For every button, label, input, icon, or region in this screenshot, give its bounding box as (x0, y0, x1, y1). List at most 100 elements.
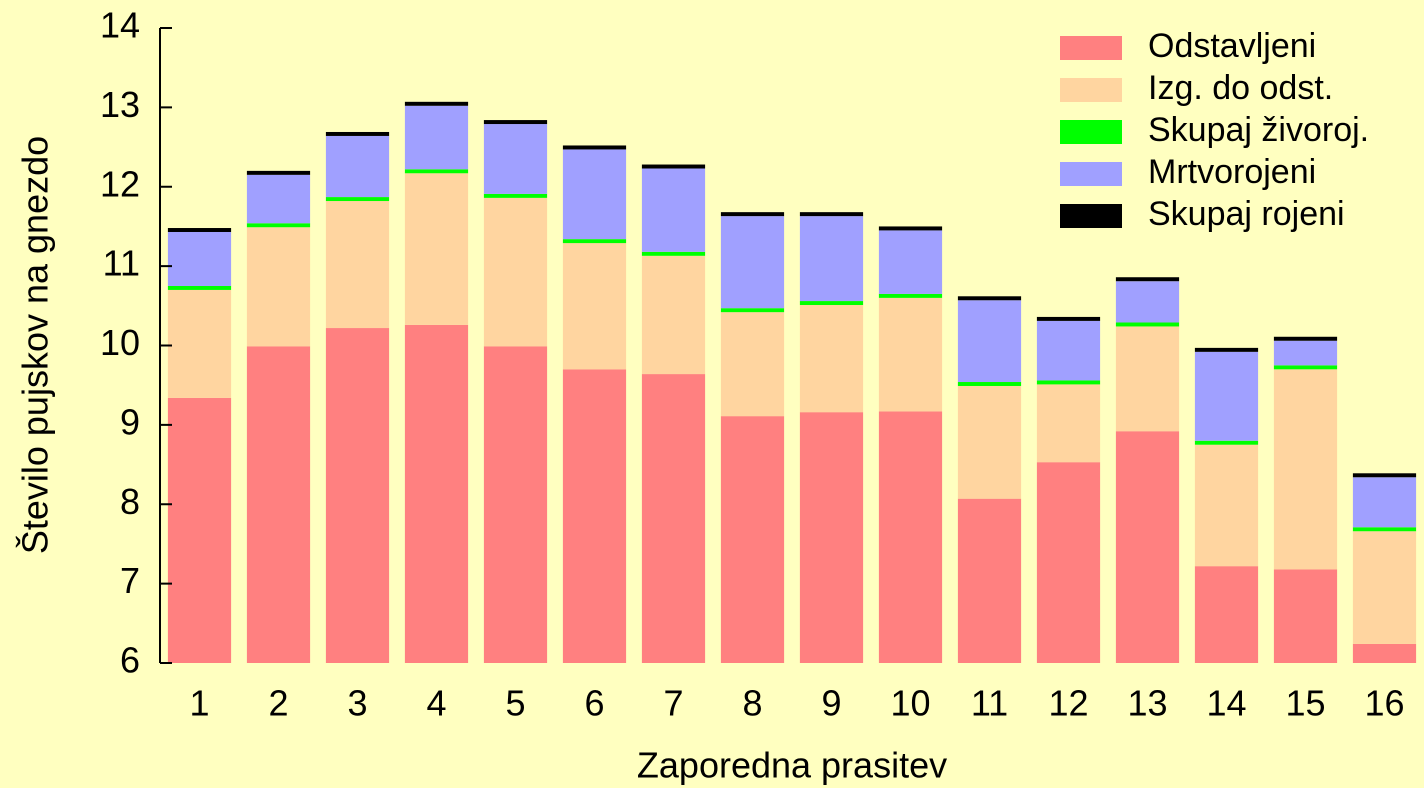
bar-segment (957, 296, 1022, 301)
y-tick-label: 6 (120, 640, 140, 681)
bar-segment (799, 301, 864, 306)
bar-segment (720, 308, 785, 313)
bar-segment (1115, 431, 1180, 663)
bar-segment (562, 145, 627, 150)
legend-label: Skupaj rojeni (1148, 195, 1345, 233)
bar-segment (1194, 566, 1259, 663)
legend-swatch (1060, 78, 1122, 102)
bar-segment (562, 243, 627, 370)
y-tick-label: 14 (100, 5, 140, 46)
bar-segment (1115, 322, 1180, 327)
bar-segment (1273, 369, 1338, 570)
x-tick-label: 7 (663, 683, 683, 724)
y-tick-label: 9 (120, 401, 140, 442)
x-tick-label: 1 (189, 683, 209, 724)
bar-segment (404, 324, 469, 663)
bar-segment (246, 174, 311, 224)
bar-segment (1036, 320, 1101, 381)
bar-segment (325, 328, 390, 663)
bar-segment (404, 101, 469, 106)
x-tick-label: 13 (1127, 683, 1167, 724)
bar-segment (641, 251, 706, 256)
legend-label: Skupaj živoroj. (1148, 111, 1369, 149)
bar-segment (167, 289, 232, 398)
legend-label: Izg. do odst. (1148, 69, 1333, 107)
bar-segment (1194, 347, 1259, 352)
bar-segment (246, 223, 311, 228)
y-tick-label: 7 (120, 560, 140, 601)
bar-segment (957, 498, 1022, 663)
bar-segment (483, 197, 548, 347)
bar-segment (404, 169, 469, 174)
bar-segment (957, 385, 1022, 499)
y-tick-label: 10 (100, 322, 140, 363)
bar-segment (1352, 477, 1417, 528)
bar-segment (720, 416, 785, 663)
bar-segment (1115, 326, 1180, 432)
bar-segment (404, 173, 469, 325)
bar-segment (641, 168, 706, 252)
x-tick-label: 15 (1285, 683, 1325, 724)
bar-segment (1194, 440, 1259, 445)
bar-segment (246, 346, 311, 663)
bar-segment (562, 239, 627, 244)
bar-segment (246, 227, 311, 347)
bar-segment (167, 285, 232, 290)
bar-segment (1273, 365, 1338, 370)
x-axis-label: Zaporedna prasitev (637, 745, 947, 786)
bar-segment (1036, 384, 1101, 463)
bar-segment (957, 300, 1022, 383)
bar-segment (1115, 277, 1180, 282)
bar-segment (799, 305, 864, 413)
bar-segment (799, 216, 864, 302)
bar-segment (1036, 380, 1101, 385)
bar-segment (483, 346, 548, 663)
bar-segment (720, 216, 785, 309)
y-tick-label: 12 (100, 163, 140, 204)
bar-segment (1036, 316, 1101, 321)
bar-segment (483, 193, 548, 198)
bar-segment (799, 412, 864, 663)
bar-segment (878, 297, 943, 412)
legend-swatch (1060, 162, 1122, 186)
bar-segment (1036, 462, 1101, 663)
bar-segment (562, 149, 627, 240)
bar-segment (641, 255, 706, 375)
bar-segment (641, 164, 706, 169)
bar-segment (167, 397, 232, 663)
bar-segment (325, 201, 390, 329)
bar-segment (1273, 569, 1338, 663)
bar-segment (1115, 281, 1180, 323)
bar-segment (878, 293, 943, 298)
x-tick-label: 11 (971, 683, 1008, 724)
bar-segment (1352, 527, 1417, 532)
y-tick-label: 11 (103, 243, 140, 284)
y-tick-label: 13 (100, 84, 140, 125)
bar-segment (1194, 351, 1259, 441)
bar-segment (799, 212, 864, 217)
bar-segment (1352, 643, 1417, 663)
bar-segment (1352, 531, 1417, 644)
bar-segment (325, 135, 390, 198)
bar-segment (167, 231, 232, 286)
x-tick-label: 3 (347, 683, 367, 724)
x-tick-label: 12 (1048, 683, 1088, 724)
bar-segment (562, 369, 627, 663)
y-tick-label: 8 (120, 481, 140, 522)
x-tick-label: 14 (1206, 683, 1246, 724)
legend-swatch (1060, 204, 1122, 228)
bar-segment (246, 170, 311, 175)
bar-segment (1273, 340, 1338, 366)
bar-segment (325, 197, 390, 202)
bar-segment (483, 120, 548, 125)
x-tick-label: 6 (584, 683, 604, 724)
legend-label: Odstavljeni (1148, 27, 1316, 65)
y-axis-label: Število pujskov na gnezdo (15, 136, 56, 554)
legend-label: Mrtvorojeni (1148, 153, 1316, 191)
x-tick-label: 4 (426, 683, 446, 724)
legend-swatch (1060, 120, 1122, 144)
bar-segment (483, 124, 548, 194)
x-tick-label: 16 (1364, 683, 1404, 724)
bar-segment (325, 131, 390, 136)
bar-segment (957, 382, 1022, 386)
